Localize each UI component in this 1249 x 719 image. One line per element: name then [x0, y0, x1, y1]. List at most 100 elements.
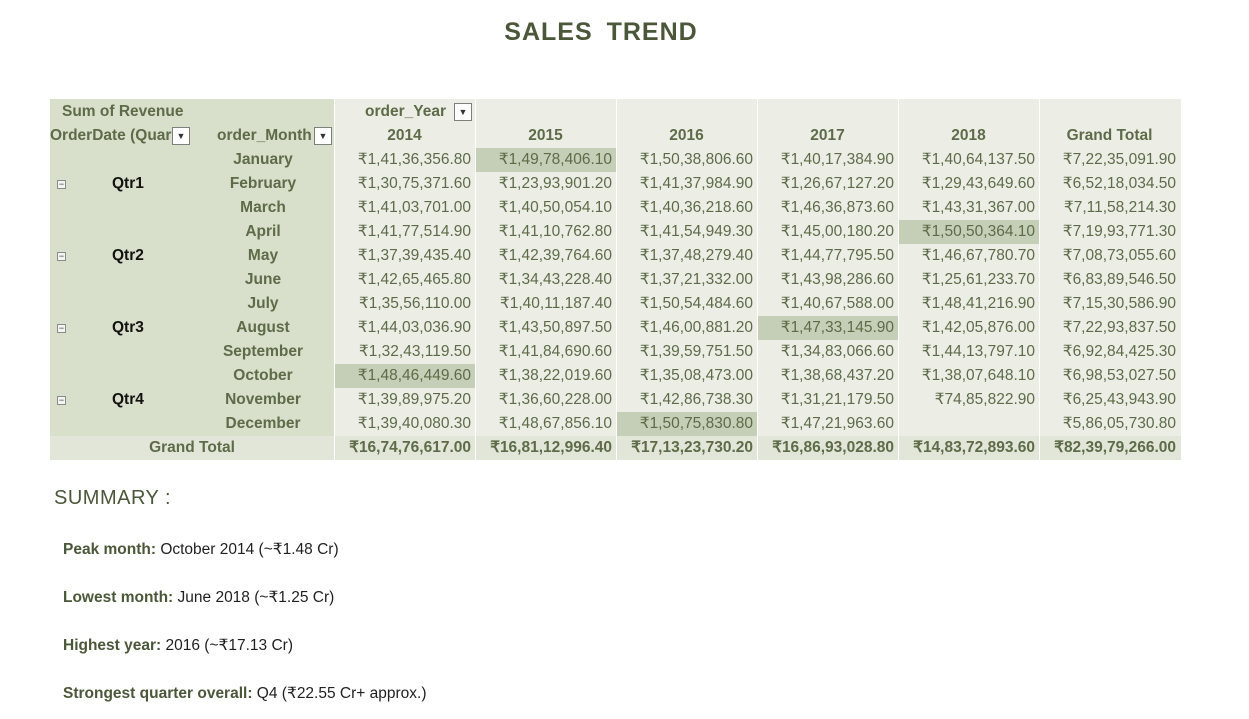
year-header: 2015 [528, 127, 563, 144]
month-label: May [247, 247, 279, 264]
revenue-cell: ₹1,50,75,830.80 [617, 412, 757, 436]
summary-label: Strongest quarter overall: [63, 685, 253, 702]
row-grand-total-cell: ₹6,52,18,034.50 [1062, 175, 1176, 192]
revenue-cell: ₹1,40,64,137.50 [921, 151, 1035, 168]
revenue-cell [899, 412, 1039, 436]
month-label: December [225, 415, 301, 432]
summary-item-highest-year: Highest year: 2016 (~₹17.13 Cr) [63, 636, 293, 655]
month-label: March [240, 199, 286, 216]
summary-text: October 2014 (~₹1.48 Cr) [156, 541, 339, 558]
revenue-cell: ₹1,38,22,019.60 [498, 367, 612, 384]
revenue-cell: ₹1,25,61,233.70 [921, 271, 1035, 288]
revenue-cell: ₹1,35,56,110.00 [358, 295, 471, 312]
revenue-cell: ₹1,31,21,179.50 [780, 391, 894, 408]
month-label: June [244, 271, 282, 288]
month-label: April [245, 223, 281, 240]
revenue-cell: ₹1,26,67,127.20 [780, 175, 894, 192]
row-grand-total-cell: ₹7,19,93,771.30 [1062, 223, 1176, 240]
column-field-label: order_Year [365, 103, 446, 120]
revenue-cell: ₹1,35,08,473.00 [639, 367, 753, 384]
revenue-cell: ₹1,41,84,690.60 [498, 343, 612, 360]
revenue-cell: ₹1,37,21,332.00 [639, 271, 753, 288]
revenue-cell: ₹1,41,10,762.80 [498, 223, 612, 240]
row-grand-total-cell: ₹7,08,73,055.60 [1062, 247, 1176, 264]
month-label: February [229, 175, 297, 192]
revenue-cell: ₹1,43,31,367.00 [921, 199, 1035, 216]
quarter-label: Qtr4 [112, 391, 144, 408]
row-grand-total-cell: ₹6,98,53,027.50 [1062, 367, 1176, 384]
revenue-cell: ₹1,43,50,897.50 [498, 319, 612, 336]
revenue-cell: ₹1,42,05,876.00 [921, 319, 1035, 336]
grand-total-all-cell: ₹82,39,79,266.00 [1054, 439, 1176, 456]
revenue-cell: ₹1,39,59,751.50 [639, 343, 753, 360]
value-field-label: Sum of Revenue [62, 103, 184, 120]
summary-item-strongest-quarter: Strongest quarter overall: Q4 (₹22.55 Cr… [63, 684, 426, 703]
grand-total-cell: ₹16,81,12,996.40 [490, 439, 612, 456]
revenue-cell: ₹1,29,43,649.60 [921, 175, 1035, 192]
row-grand-total-cell: ₹6,92,84,425.30 [1062, 343, 1176, 360]
column-separator [334, 99, 335, 460]
collapse-quarter-icon[interactable]: − [57, 395, 66, 405]
month-label: October [233, 367, 293, 384]
revenue-cell: ₹1,48,67,856.10 [498, 415, 612, 432]
year-header: 2014 [387, 127, 422, 144]
summary-label: Highest year: [63, 637, 162, 654]
row-grand-total-cell: ₹7,11,58,214.30 [1063, 199, 1176, 216]
revenue-cell: ₹1,49,78,406.10 [476, 148, 616, 172]
grand-total-row-label: Grand Total [149, 439, 235, 456]
revenue-cell: ₹1,40,50,054.10 [498, 199, 612, 216]
revenue-cell: ₹1,44,03,036.90 [357, 319, 471, 336]
revenue-cell: ₹1,37,48,279.40 [639, 247, 753, 264]
revenue-cell: ₹1,43,98,286.60 [780, 271, 894, 288]
quarter-label: Qtr3 [112, 319, 144, 336]
grand-total-header: Grand Total [1066, 127, 1153, 144]
column-separator [898, 99, 899, 460]
collapse-quarter-icon[interactable]: − [57, 323, 66, 333]
row-grand-total-cell: ₹6,25,43,943.90 [1062, 391, 1176, 408]
summary-label: Lowest month: [63, 589, 174, 606]
revenue-cell: ₹1,44,77,795.50 [780, 247, 894, 264]
revenue-cell: ₹1,50,54,484.60 [639, 295, 753, 312]
revenue-cell: ₹1,30,75,371.60 [357, 175, 471, 192]
row-grand-total-cell: ₹7,15,30,586.90 [1062, 295, 1176, 312]
revenue-cell: ₹1,39,40,080.30 [357, 415, 471, 432]
revenue-cell: ₹1,48,41,216.90 [921, 295, 1035, 312]
grand-total-cell: ₹17,13,23,730.20 [631, 439, 753, 456]
quarter-label: Qtr2 [112, 247, 144, 264]
revenue-cell: ₹1,42,86,738.30 [639, 391, 753, 408]
revenue-cell: ₹1,47,21,963.60 [780, 415, 894, 432]
year-header: 2018 [951, 127, 986, 144]
quarter-label: Qtr1 [112, 175, 144, 192]
row-field-label: OrderDate (Quar [50, 127, 172, 144]
row-label-area [50, 99, 334, 460]
revenue-cell: ₹1,40,17,384.90 [780, 151, 894, 168]
column-separator [616, 99, 617, 460]
month-label: September [222, 343, 304, 360]
summary-text: June 2018 (~₹1.25 Cr) [173, 589, 335, 606]
revenue-cell: ₹1,37,39,435.40 [357, 247, 471, 264]
summary-label: Peak month: [63, 541, 157, 558]
summary-text: 2016 (~₹17.13 Cr) [161, 637, 293, 654]
column-field-filter-button[interactable]: ▼ [454, 103, 472, 121]
pivot-table: Sum of Revenue OrderDate (Quar ▼ order_M… [50, 99, 1181, 460]
revenue-cell: ₹1,38,07,648.10 [921, 367, 1035, 384]
revenue-cell: ₹1,41,37,984.90 [639, 175, 753, 192]
revenue-cell: ₹1,34,43,228.40 [498, 271, 612, 288]
column-separator [757, 99, 758, 460]
revenue-cell: ₹1,46,36,873.60 [780, 199, 894, 216]
grand-total-cell: ₹14,83,72,893.60 [913, 439, 1035, 456]
month-field-label: order_Month [217, 127, 312, 144]
row-field-filter-button[interactable]: ▼ [172, 127, 190, 145]
revenue-cell: ₹1,39,89,975.20 [357, 391, 471, 408]
revenue-cell: ₹74,85,822.90 [934, 391, 1035, 408]
month-field-sort-filter-button[interactable]: ▼ [314, 127, 332, 145]
revenue-cell: ₹1,44,13,797.10 [921, 343, 1035, 360]
collapse-quarter-icon[interactable]: − [57, 251, 66, 261]
year-header: 2017 [810, 127, 845, 144]
revenue-cell: ₹1,42,65,465.80 [357, 271, 471, 288]
revenue-cell: ₹1,23,93,901.20 [498, 175, 612, 192]
row-grand-total-cell: ₹5,86,05,730.80 [1062, 415, 1176, 432]
collapse-quarter-icon[interactable]: − [57, 179, 66, 189]
revenue-cell: ₹1,41,54,949.30 [639, 223, 753, 240]
grand-total-cell: ₹16,74,76,617.00 [349, 439, 471, 456]
